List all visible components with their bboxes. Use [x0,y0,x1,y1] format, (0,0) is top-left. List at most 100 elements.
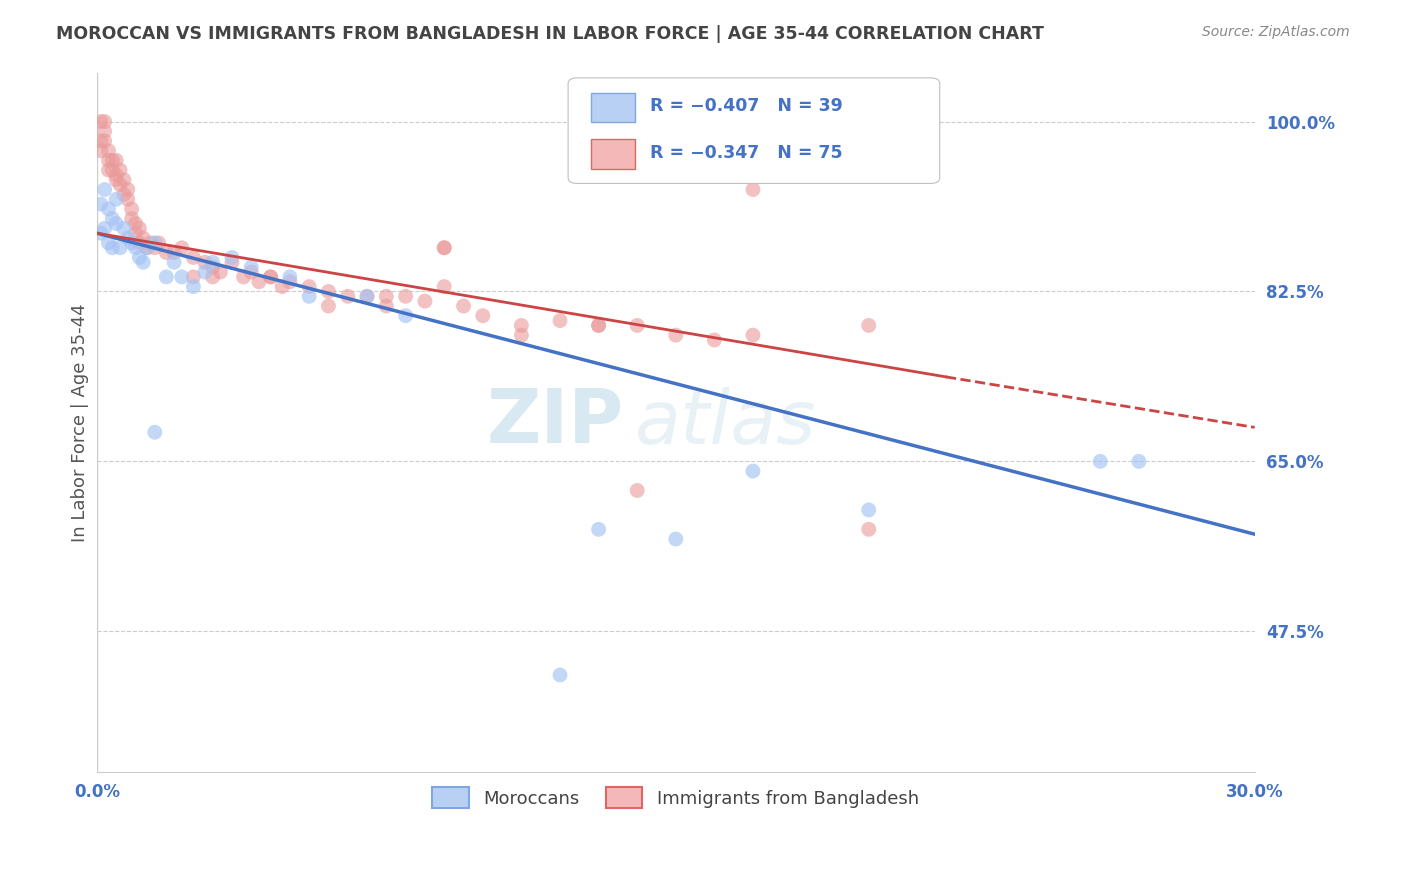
Point [93,114,115,128]
Point [221,255,243,269]
Point [318,285,340,299]
Point [108,178,131,192]
Point [93,221,115,235]
Point [90,197,112,211]
Point [356,289,378,303]
Point [132,255,155,269]
Point [97,153,120,168]
Text: R = −0.407   N = 39: R = −0.407 N = 39 [651,97,844,115]
Point [112,187,135,202]
Point [375,289,398,303]
Point [117,231,139,245]
Point [136,241,159,255]
Point [742,182,765,196]
Point [101,241,124,255]
Point [858,522,880,536]
Point [395,289,418,303]
Point [117,182,139,196]
Point [588,522,610,536]
Text: Source: ZipAtlas.com: Source: ZipAtlas.com [1202,25,1350,39]
Point [93,124,115,138]
Point [108,163,131,178]
Point [433,279,456,293]
Point [124,226,146,240]
Point [90,144,112,158]
Bar [592,93,636,122]
Point [136,241,159,255]
Point [548,313,571,327]
Point [105,217,128,231]
Point [183,269,205,284]
Point [356,289,378,303]
Point [201,260,224,275]
Point [318,299,340,313]
Point [143,241,166,255]
Point [1090,454,1112,468]
Point [703,333,725,347]
Point [101,211,124,226]
Text: atlas: atlas [636,386,817,458]
Point [240,260,263,275]
Point [93,182,115,196]
Text: MOROCCAN VS IMMIGRANTS FROM BANGLADESH IN LABOR FORCE | AGE 35-44 CORRELATION CH: MOROCCAN VS IMMIGRANTS FROM BANGLADESH I… [56,25,1045,43]
Point [112,173,135,187]
Point [97,163,120,178]
Point [298,279,321,293]
Point [117,192,139,206]
Point [112,221,135,235]
Point [232,269,254,284]
Point [247,275,270,289]
Point [1128,454,1150,468]
Point [163,255,186,269]
Point [665,532,688,546]
Point [121,235,143,250]
Point [128,235,150,250]
Point [105,153,128,168]
Point [201,269,224,284]
Point [742,328,765,343]
Point [128,251,150,265]
Point [665,328,688,343]
Point [143,235,166,250]
Point [124,217,146,231]
Text: ZIP: ZIP [486,386,624,459]
Point [105,168,128,182]
Point [163,245,186,260]
Legend: Moroccans, Immigrants from Bangladesh: Moroccans, Immigrants from Bangladesh [425,780,927,815]
Point [121,202,143,216]
Point [626,318,648,333]
Point [194,255,217,269]
Bar [592,139,636,169]
Text: R = −0.347   N = 75: R = −0.347 N = 75 [651,144,844,161]
Point [128,221,150,235]
Point [433,241,456,255]
Point [413,294,436,309]
Point [148,235,170,250]
Point [336,289,359,303]
Point [143,425,166,440]
Point [278,275,301,289]
Point [194,265,217,279]
Point [93,134,115,148]
Point [132,231,155,245]
Point [97,202,120,216]
Point [433,241,456,255]
Point [742,464,765,478]
Point [105,173,128,187]
Point [155,269,177,284]
Point [97,144,120,158]
Point [209,265,232,279]
Point [588,318,610,333]
Point [90,114,112,128]
Point [375,299,398,313]
Point [183,279,205,293]
Y-axis label: In Labor Force | Age 35-44: In Labor Force | Age 35-44 [72,303,89,541]
Point [626,483,648,498]
Point [240,265,263,279]
Point [101,153,124,168]
Point [453,299,475,313]
Point [510,328,533,343]
Point [221,251,243,265]
Point [170,241,193,255]
FancyBboxPatch shape [568,78,939,184]
